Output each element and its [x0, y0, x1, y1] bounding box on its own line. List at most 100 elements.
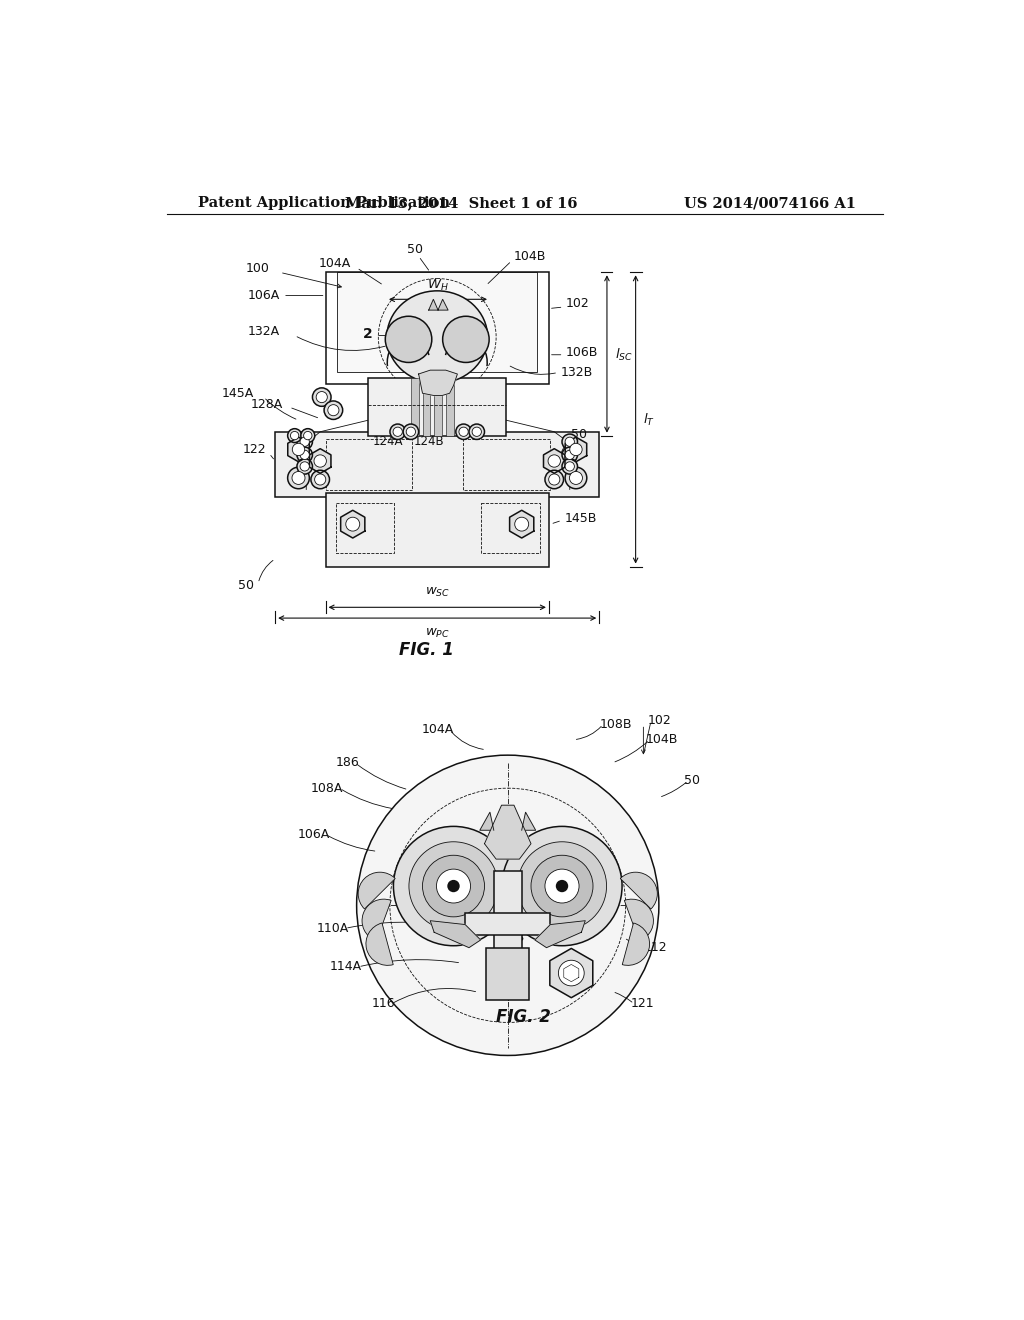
Polygon shape: [535, 921, 586, 948]
Ellipse shape: [517, 842, 606, 931]
Circle shape: [565, 462, 574, 471]
Polygon shape: [544, 449, 565, 474]
Text: 50: 50: [684, 774, 700, 787]
Circle shape: [346, 517, 359, 531]
Text: 145B: 145B: [564, 512, 597, 525]
Text: 104B: 104B: [646, 733, 678, 746]
Text: FIG. 2: FIG. 2: [496, 1008, 551, 1026]
Text: 114B: 114B: [493, 931, 524, 944]
Text: 116: 116: [372, 998, 395, 1010]
Circle shape: [423, 855, 484, 917]
Circle shape: [456, 424, 471, 440]
Bar: [463, 440, 550, 490]
Bar: [275, 432, 599, 498]
Text: 124A: 124A: [373, 436, 403, 449]
Polygon shape: [397, 422, 477, 434]
Circle shape: [558, 960, 585, 986]
Circle shape: [548, 455, 560, 467]
Wedge shape: [366, 923, 393, 965]
Text: 132A: 132A: [248, 325, 280, 338]
Circle shape: [565, 437, 574, 446]
Circle shape: [569, 444, 583, 455]
Wedge shape: [358, 873, 395, 909]
Circle shape: [291, 432, 299, 440]
Text: 106A: 106A: [248, 289, 280, 302]
Text: 145A: 145A: [222, 387, 254, 400]
Text: 100: 100: [245, 261, 269, 275]
Text: 104A: 104A: [421, 723, 454, 737]
Polygon shape: [341, 511, 365, 539]
Circle shape: [356, 755, 658, 1056]
Text: 102: 102: [566, 297, 590, 310]
Polygon shape: [521, 812, 536, 830]
Text: 102: 102: [647, 714, 671, 727]
Bar: [336, 503, 394, 553]
Text: 110A: 110A: [316, 921, 349, 935]
Text: FIG. 1: FIG. 1: [399, 640, 454, 659]
Text: 50: 50: [571, 428, 588, 441]
Text: Patent Application Publication: Patent Application Publication: [198, 197, 450, 210]
Circle shape: [316, 392, 328, 403]
Circle shape: [545, 869, 579, 903]
Polygon shape: [438, 300, 449, 310]
Circle shape: [403, 424, 419, 440]
Bar: [369, 378, 506, 436]
Circle shape: [301, 429, 314, 442]
Bar: [481, 503, 540, 553]
Circle shape: [312, 388, 331, 407]
Text: 104A: 104A: [318, 257, 351, 271]
Wedge shape: [621, 873, 657, 909]
Circle shape: [459, 428, 468, 437]
Text: 110B: 110B: [440, 895, 473, 908]
Circle shape: [556, 880, 568, 892]
Ellipse shape: [387, 290, 487, 383]
Circle shape: [436, 869, 471, 903]
Circle shape: [515, 517, 528, 531]
Text: $W_H$: $W_H$: [427, 279, 449, 293]
Text: $w_{PC}$: $w_{PC}$: [425, 627, 450, 640]
Wedge shape: [623, 923, 649, 965]
Text: 112: 112: [643, 941, 667, 954]
Text: 50: 50: [407, 243, 423, 256]
Text: Mar. 13, 2014  Sheet 1 of 16: Mar. 13, 2014 Sheet 1 of 16: [345, 197, 578, 210]
Text: 108A: 108A: [311, 781, 343, 795]
Circle shape: [549, 474, 560, 484]
Bar: [465, 913, 550, 935]
Bar: [326, 440, 413, 490]
Polygon shape: [429, 300, 438, 310]
Circle shape: [300, 437, 309, 446]
Circle shape: [314, 474, 326, 484]
Bar: [411, 378, 419, 436]
Text: 132B: 132B: [560, 366, 593, 379]
Circle shape: [393, 428, 402, 437]
Polygon shape: [309, 449, 331, 474]
Bar: [486, 948, 529, 1001]
Circle shape: [324, 401, 343, 420]
Circle shape: [288, 467, 309, 488]
Bar: [423, 378, 430, 436]
Wedge shape: [625, 899, 653, 941]
Ellipse shape: [393, 826, 514, 945]
Circle shape: [394, 326, 423, 354]
Text: 104B: 104B: [514, 251, 547, 264]
Text: 106B: 106B: [566, 346, 598, 359]
Ellipse shape: [409, 842, 498, 931]
Circle shape: [472, 428, 481, 437]
Text: 106A: 106A: [297, 828, 330, 841]
Text: 108B: 108B: [599, 718, 632, 731]
Polygon shape: [288, 437, 309, 462]
Text: 50: 50: [239, 579, 254, 593]
Text: 114A: 114A: [330, 961, 362, 973]
Text: 121: 121: [630, 998, 654, 1010]
Circle shape: [288, 429, 302, 442]
Text: 122: 122: [243, 444, 266, 455]
Circle shape: [297, 459, 312, 474]
Text: 186: 186: [335, 756, 359, 770]
Bar: [326, 494, 549, 566]
Bar: [434, 378, 442, 436]
Circle shape: [469, 424, 484, 440]
Ellipse shape: [502, 826, 622, 945]
Circle shape: [303, 432, 312, 440]
Circle shape: [297, 434, 312, 449]
Circle shape: [531, 855, 593, 917]
